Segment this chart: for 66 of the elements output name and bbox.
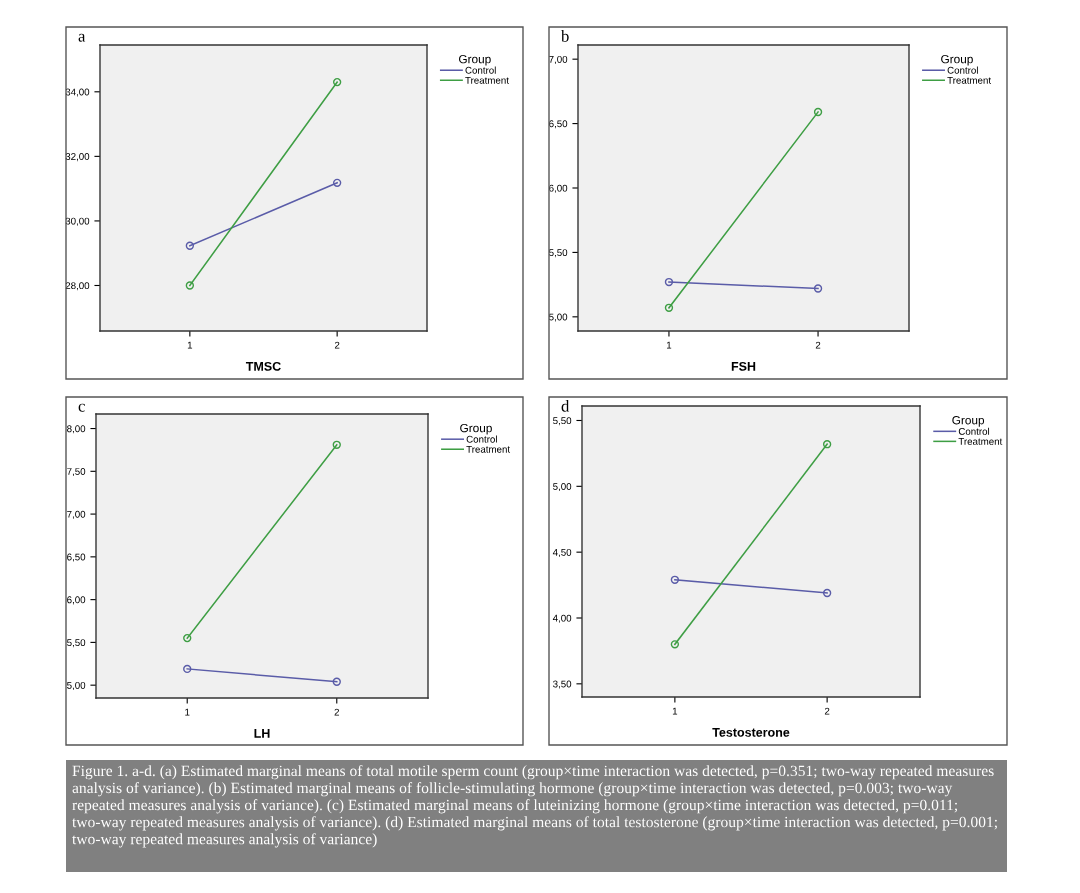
y-tick-label: 4,50 [552, 548, 572, 557]
point [813, 284, 823, 293]
x-axis-title: FSH [731, 361, 756, 371]
x-axis-title: LH [254, 729, 270, 738]
point [332, 77, 342, 87]
point [822, 588, 832, 598]
legend-label: Treatment [465, 76, 509, 84]
legend-title: Group [952, 416, 985, 427]
y-tick-label: 6,00 [549, 184, 568, 193]
y-tick-label: 5,00 [549, 313, 568, 322]
x-tick-label: 1 [672, 707, 678, 715]
point [183, 664, 192, 674]
legend-label: Treatment [947, 76, 991, 84]
point [332, 677, 341, 686]
y-tick-label: 4,00 [552, 614, 572, 623]
chart-title: a [78, 33, 86, 42]
point [332, 440, 341, 449]
y-tick-label: 5,00 [553, 483, 572, 492]
x-tick-label: 2 [824, 707, 830, 715]
point [670, 640, 680, 649]
point [332, 178, 342, 188]
legend-label: Treatment [466, 445, 511, 453]
x-axis-title: TMSC [245, 361, 281, 371]
y-tick-label: 5,00 [67, 681, 86, 690]
y-tick-label: 30,00 [65, 217, 90, 226]
legend-label: Control [466, 435, 497, 443]
legend-label: Control [958, 427, 990, 435]
x-tick-label: 1 [666, 341, 672, 349]
point [813, 107, 823, 117]
y-tick-label: 5,50 [67, 639, 86, 648]
legend-label: Treatment [958, 438, 1003, 445]
point [664, 303, 674, 312]
y-tick-label: 5,50 [553, 417, 572, 426]
point [183, 633, 192, 643]
y-tick-label: 6,50 [67, 553, 86, 562]
y-tick-label: 7,50 [67, 468, 86, 477]
chart-title: b [561, 30, 569, 42]
point [822, 440, 832, 449]
x-axis-title: Testosterone [712, 728, 790, 737]
y-tick-label: 7,00 [549, 55, 568, 64]
legend-title: Group [460, 423, 492, 435]
y-tick-label: 32,00 [65, 153, 90, 162]
x-tick-label: 1 [185, 708, 190, 716]
chart-title: d [561, 400, 570, 412]
legend-label: Control [947, 66, 978, 74]
y-tick-label: 6,00 [67, 596, 86, 605]
y-tick-label: 6,50 [549, 120, 568, 129]
x-tick-label: 2 [334, 341, 340, 349]
point [670, 575, 680, 584]
x-tick-label: 1 [187, 341, 193, 349]
legend-label: Control [465, 66, 496, 74]
point [185, 241, 195, 250]
x-tick-label: 2 [334, 708, 339, 716]
y-tick-label: 7,00 [67, 510, 86, 519]
legend-title: Group [459, 54, 491, 66]
x-tick-label: 2 [815, 341, 821, 349]
y-tick-label: 5,50 [549, 249, 568, 258]
point [664, 277, 674, 287]
caption: Figure 1. a-d. (a) Estimated marginal means of total motile sperm count (group×time interaction was detected, p=0.351; two-way repeated measures analysis of variance). (b) Estimated marginal means of follicle-stimulating hormone (group×time interaction was detected, p=0.003; two-way repeated measures analysis of variance). (c) Estimated marginal means of luteinizing hormone (group×time interaction was detected, p=0.011; two-way repeated measures analysis of variance). (d) Estimated marginal means of total testosterone (group×time interaction was detected, p=0.001; two-way repeated measures analysis of variance) [72, 765, 997, 848]
y-tick-label: 34,00 [65, 88, 90, 97]
legend-title: Group [941, 54, 973, 66]
chart-title: c [78, 403, 85, 412]
y-tick-label: 3,50 [553, 680, 572, 689]
point [185, 281, 195, 290]
y-tick-label: 28,00 [65, 282, 90, 291]
y-tick-label: 8,00 [67, 425, 86, 434]
